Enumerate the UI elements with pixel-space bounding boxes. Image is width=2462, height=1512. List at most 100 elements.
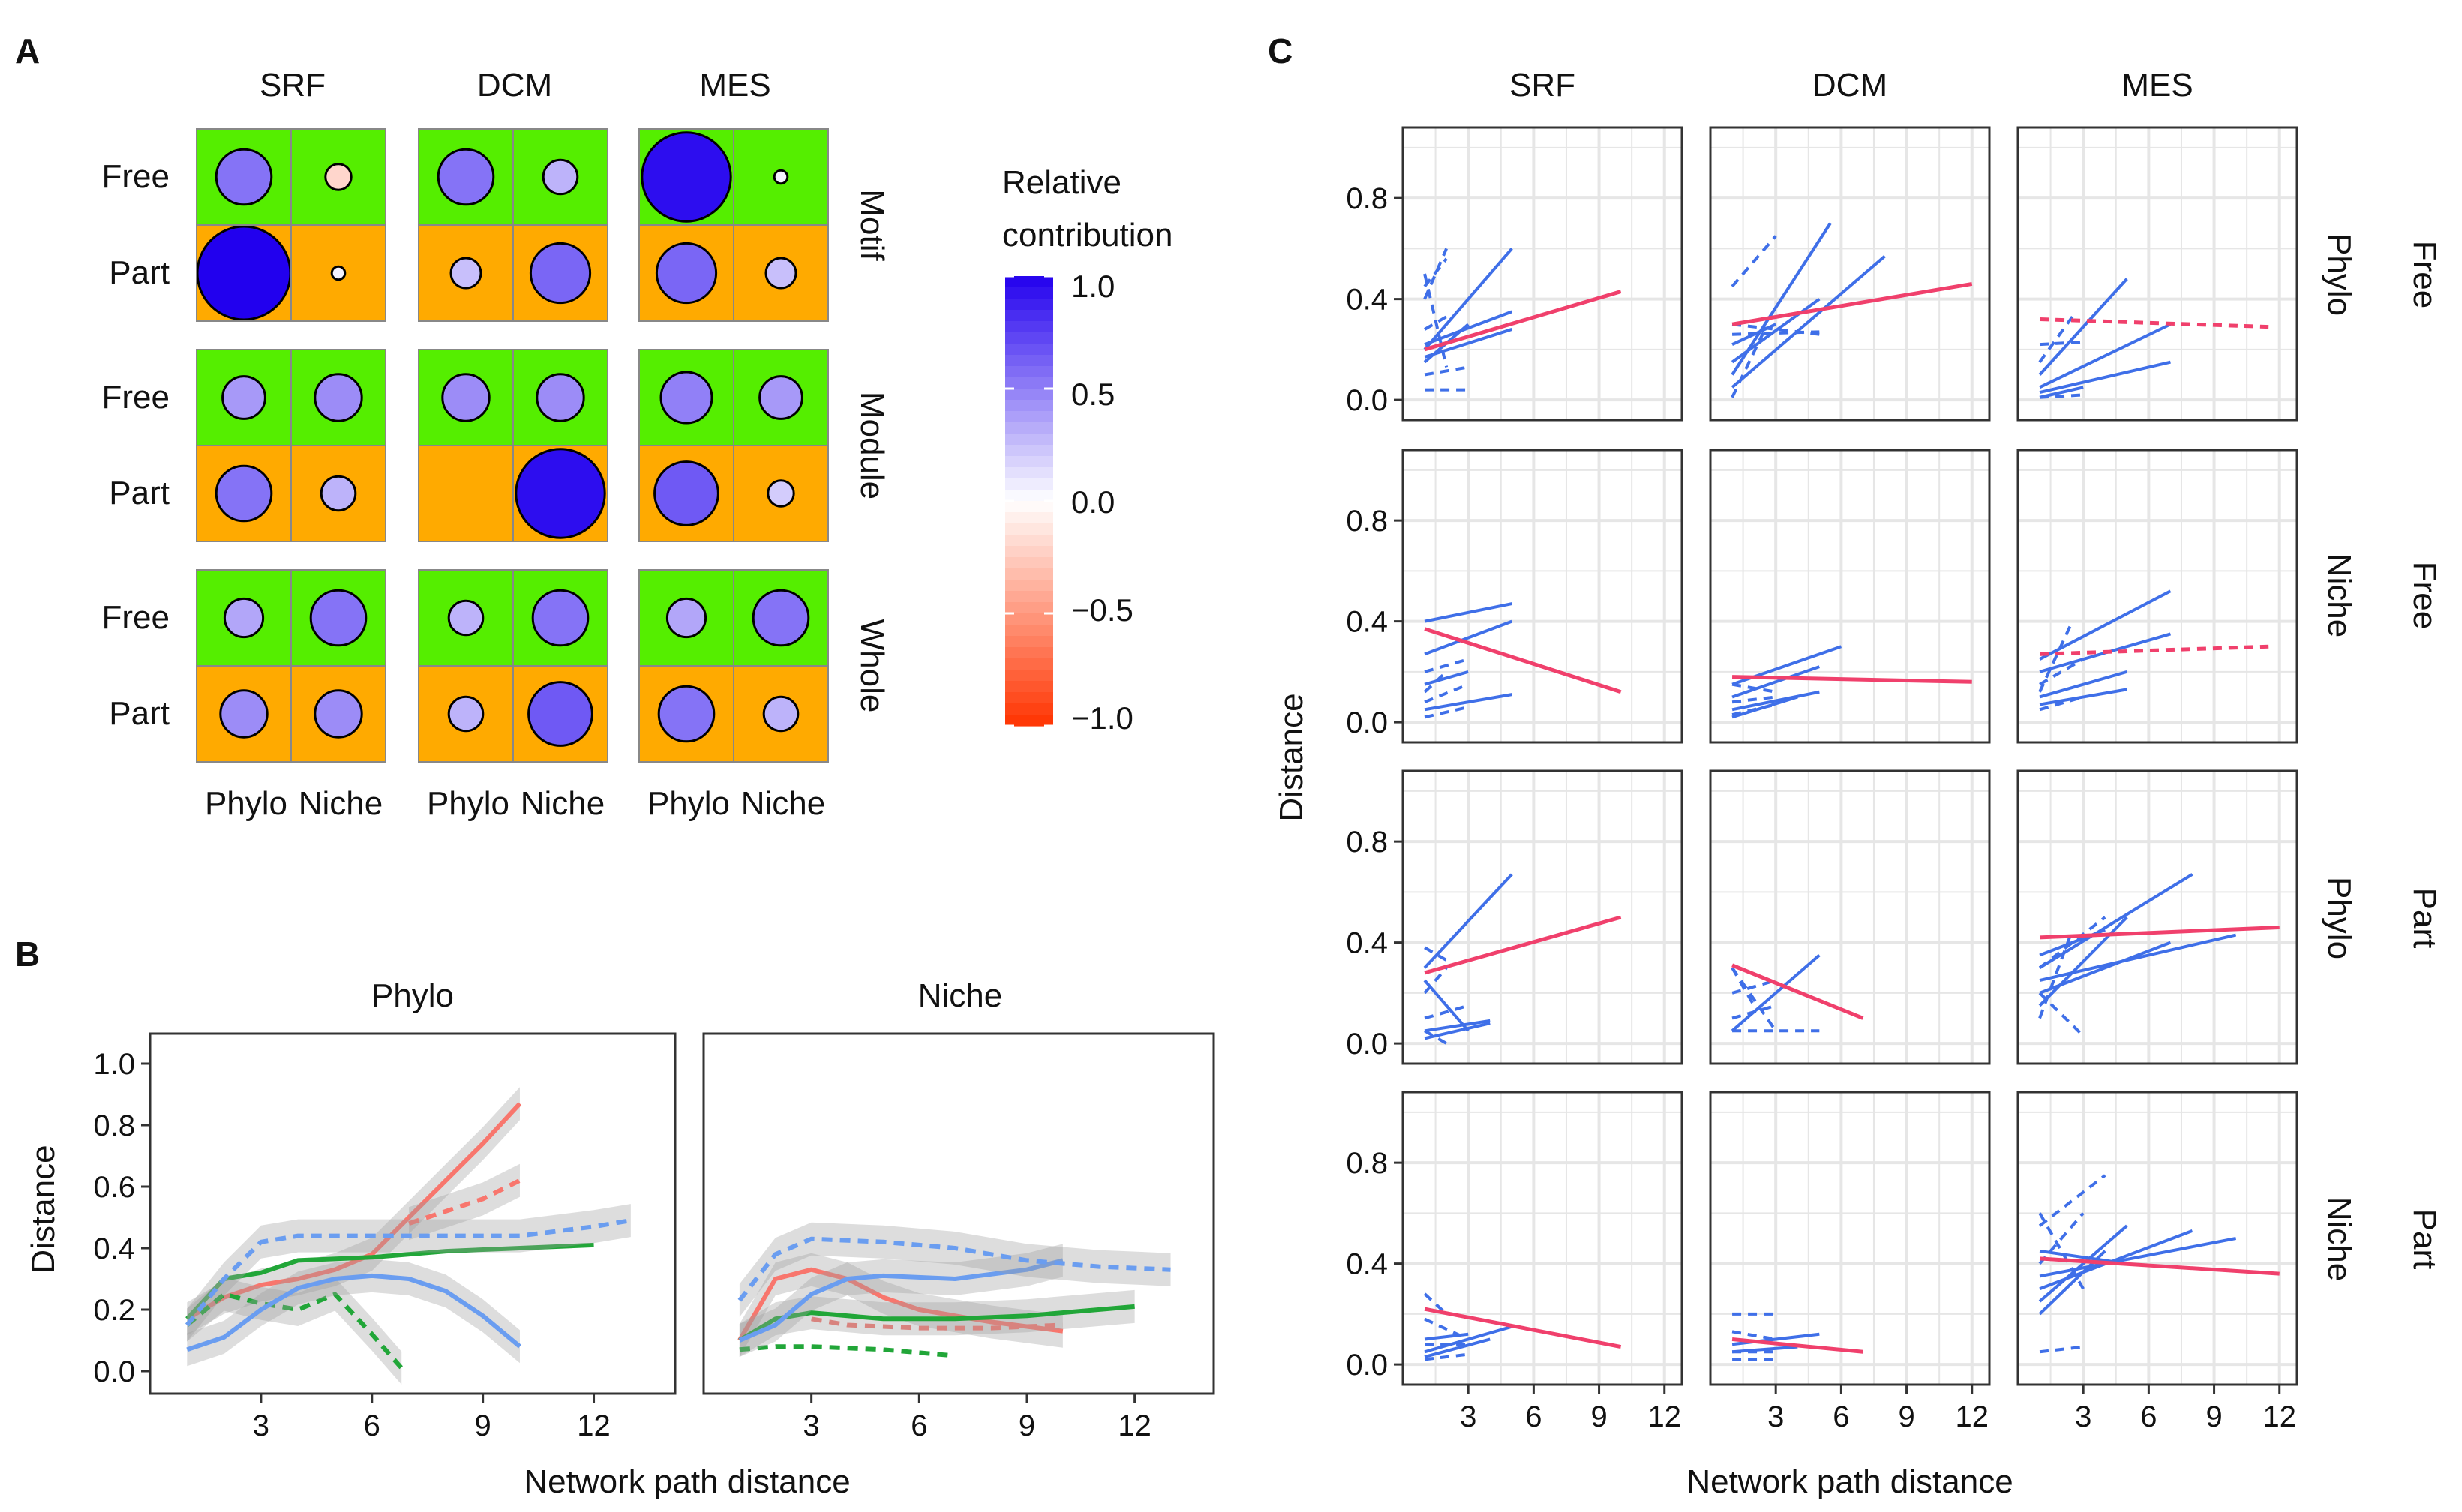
panel-c-segment-r1c2-network-6: [2039, 695, 2084, 712]
panel-c-segment-r1c0-network-3: [1424, 670, 1469, 686]
panel-b-line-phylo-blue-solid: [186, 1273, 521, 1352]
legend-swatch: [1005, 535, 1053, 547]
panel-b-ytick-label: 0.8: [93, 1109, 135, 1142]
panel-c-ytick-label: 0.0: [1346, 384, 1388, 417]
panel-c-x-label: Network path distance: [1686, 1463, 2013, 1500]
legend-tick-neg0.5: −0.5: [1071, 592, 1133, 628]
row-label-free-module: Free: [102, 379, 170, 416]
panel-c-xtick-label: 6: [2140, 1400, 2157, 1433]
legend-swatch: [1005, 411, 1053, 423]
panel-c-xtick-label: 3: [2075, 1400, 2091, 1433]
strip-module: Module: [854, 392, 890, 500]
panel-c-segment-r1c0-network-4: [1424, 658, 1469, 674]
panel-c-frame-r2c0: [1401, 770, 1683, 1065]
panel-c-ytick-label: 0.4: [1346, 927, 1388, 960]
panel-c-frame-r1c2: [2016, 448, 2298, 744]
tile-circle-motif-dcm-free-phylo: [437, 148, 495, 206]
panel-c-segment-r2c0-network-0: [1423, 873, 1513, 969]
legend-swatch: [1005, 568, 1053, 580]
tile-circle-whole-mes-part-niche: [762, 695, 800, 733]
legend-swatch: [1005, 310, 1053, 322]
panel-c-segment-r0c0-network-5: [1423, 257, 1448, 288]
panel-c-bg-r3c0: [1403, 1092, 1682, 1384]
panel-a-col-mes: MES: [699, 67, 770, 104]
panel-c-segment-r3c0-network-1: [1424, 1337, 1491, 1358]
tile-circle-whole-dcm-free-phylo: [447, 599, 485, 637]
row-label-part-motif: Part: [109, 254, 170, 291]
panel-b-band-niche-4: [739, 1244, 1063, 1357]
panel-c-xtick-label: 9: [2205, 1400, 2222, 1433]
tile-circle-module-srf-free-phylo: [221, 375, 266, 420]
strip-c-row4-group: Part: [2406, 1209, 2443, 1270]
legend-swatch: [1005, 344, 1053, 356]
legend-swatch: [1005, 704, 1053, 716]
panel-a-col-srf: SRF: [260, 67, 326, 104]
panel-c-segment-r3c2-network-8: [2038, 1212, 2085, 1264]
tile-border: [196, 128, 386, 322]
panel-c-xtick-label: 3: [1767, 1400, 1784, 1433]
panel-c-frame-r2c1: [1709, 770, 1991, 1065]
panel-c-segment-r1c0-overall-8: [1424, 627, 1622, 694]
panel-b-line-phylo-red-solid: [185, 1102, 522, 1321]
panel-b-line-phylo-red-dashed: [408, 1178, 521, 1226]
tile-border: [418, 349, 608, 542]
panel-b-y-label: Distance: [25, 1144, 62, 1273]
panel-c-segment-r3c0-network-6: [1424, 1352, 1469, 1361]
tile-circle-module-mes-free-niche: [758, 375, 803, 420]
panel-c-segment-r0c0-network-7: [1424, 365, 1469, 376]
panel-b-band-phylo-0: [187, 1087, 520, 1336]
panel-c-segment-r1c0-network-1: [1424, 620, 1513, 656]
legend-swatch: [1005, 422, 1053, 434]
panel-b-xtick-label: 6: [364, 1409, 380, 1442]
tile-circle-whole-mes-part-phylo: [657, 685, 716, 743]
bottom-label-phylo-srf: Phylo: [205, 785, 287, 822]
panel-c-bg-r1c1: [1710, 450, 1989, 742]
panel-b-line-niche-blue-solid: [738, 1258, 1064, 1342]
panel-b-ytick-label: 1.0: [93, 1048, 135, 1081]
strip-motif: Motif: [854, 189, 890, 261]
panel-c-segment-r3c1-overall-6: [1731, 1336, 1863, 1354]
tile-circle-whole-dcm-part-phylo: [447, 695, 485, 733]
panel-c-ytick-label: 0.0: [1346, 706, 1388, 740]
facet-title-phylo: Phylo: [371, 977, 454, 1014]
legend-swatch: [1005, 658, 1053, 670]
legend-swatch: [1005, 557, 1053, 569]
panel-c-segment-r0c0-network-4: [1423, 273, 1449, 368]
panel-c-segment-r1c1-overall-7: [1732, 675, 1972, 684]
panel-c-segment-r0c1-network-2: [1731, 297, 1821, 364]
tile-circle-motif-mes-free-niche: [773, 169, 789, 185]
panel-b-line-phylo-blue-dashed: [185, 1218, 632, 1327]
panel-c-segment-r2c1-overall-6: [1731, 963, 1864, 1020]
tile-circle-whole-dcm-free-niche: [531, 589, 590, 647]
panel-c-ytick-label: 0.4: [1346, 284, 1388, 316]
tile-circle-whole-srf-free-phylo: [223, 597, 265, 639]
row-label-free-motif: Free: [102, 158, 170, 195]
bottom-label-phylo-dcm: Phylo: [427, 785, 509, 822]
panel-c-xtick-label: 3: [1460, 1400, 1476, 1433]
tile-circle-module-srf-part-phylo: [215, 464, 273, 523]
legend-swatch: [1005, 467, 1053, 479]
strip-c-row1-group: Free: [2406, 241, 2443, 308]
strip-c-row3-metric: Phylo: [2321, 877, 2358, 959]
legend-swatch: [1005, 501, 1053, 513]
bottom-label-niche-mes: Niche: [741, 785, 826, 822]
panel-c-col-mes: MES: [2121, 67, 2193, 104]
heatmap-grid: [196, 128, 829, 763]
panel-c-segment-r3c0-network-4: [1424, 1317, 1470, 1341]
bottom-label-phylo-mes: Phylo: [647, 785, 730, 822]
tile-circle-motif-mes-part-phylo: [655, 242, 718, 304]
panel-c-segment-r2c1-network-2: [1731, 979, 1776, 994]
panel-b-x-label: Network path distance: [524, 1463, 850, 1500]
panel-c-segment-r0c1-network-7: [1731, 328, 1767, 398]
tile-circle-motif-srf-part-niche: [330, 265, 347, 281]
tile-circle-module-dcm-part-niche: [515, 448, 606, 539]
panel-c-ytick-label: 0.0: [1346, 1348, 1388, 1382]
panel-b-xtick-label: 3: [253, 1409, 269, 1442]
panel-c-segment-r2c0-network-6: [1424, 1004, 1469, 1020]
legend-swatch: [1005, 647, 1053, 659]
panel-c-segment-r0c2-network-1: [2039, 322, 2172, 389]
panel-c-segment-r0c1-network-4: [1731, 235, 1777, 288]
panel-b-xtick-label: 3: [803, 1409, 820, 1442]
panel-c-segment-r1c2-network-3: [2039, 688, 2127, 706]
